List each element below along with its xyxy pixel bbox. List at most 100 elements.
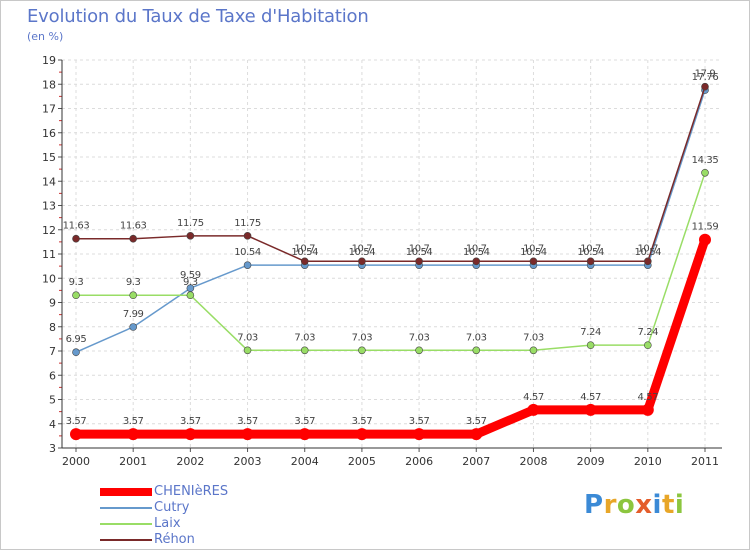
data-point — [584, 403, 597, 416]
data-point — [358, 346, 366, 355]
y-tick-label: 19 — [42, 54, 56, 67]
data-label: 10.7 — [580, 243, 601, 254]
series-line-rhon — [75, 85, 706, 263]
data-point — [243, 261, 252, 269]
y-tick-label: 6 — [49, 369, 56, 382]
data-label: 10.7 — [637, 243, 658, 254]
data-point — [186, 232, 195, 240]
series-line-laix — [75, 172, 706, 352]
data-point — [243, 346, 252, 355]
data-label: 10.54 — [291, 247, 318, 258]
data-point — [127, 428, 140, 441]
data-label: 10.54 — [463, 247, 490, 258]
data-point — [184, 428, 197, 441]
data-label: 4.57 — [580, 392, 601, 403]
data-point — [644, 257, 652, 266]
data-point — [413, 428, 426, 441]
legend-item-chenieres: CHENIèRES — [100, 484, 320, 500]
legend-label-laix: Laix — [154, 516, 181, 531]
data-label: 9.3 — [183, 277, 198, 288]
x-tick-label: 2002 — [176, 455, 204, 468]
data-label: 10.7 — [523, 243, 544, 254]
series-line-chenires — [71, 235, 710, 439]
data-label: 7.03 — [409, 332, 430, 343]
data-label: 3.57 — [180, 416, 201, 427]
data-point — [72, 234, 80, 243]
logo-letter: i — [652, 490, 662, 520]
data-point — [298, 428, 311, 441]
data-point — [701, 168, 709, 177]
x-tick-label: 2010 — [634, 455, 662, 468]
data-point — [129, 323, 137, 331]
logo-letter: r — [603, 490, 617, 520]
y-tick-label: 18 — [42, 78, 56, 91]
data-point — [72, 348, 80, 357]
legend-label-cutry: Cutry — [154, 500, 190, 515]
data-label: 10.7 — [352, 243, 373, 254]
y-tick-label: 3 — [49, 442, 56, 455]
legend-item-cutry: Cutry — [100, 500, 320, 516]
data-label: 11.75 — [177, 218, 204, 229]
y-tick-label: 9 — [49, 297, 56, 310]
data-label: 10.54 — [577, 247, 604, 258]
data-point — [641, 403, 654, 416]
legend-swatch-cutry — [100, 507, 152, 509]
legend-swatch-laix — [100, 523, 152, 525]
data-label: 10.7 — [294, 243, 315, 254]
data-point — [470, 428, 483, 441]
data-label: 7.03 — [466, 332, 487, 343]
y-tick-label: 8 — [49, 321, 56, 334]
data-point — [644, 341, 652, 349]
data-label: 10.54 — [349, 247, 376, 258]
legend-swatch-rehon — [100, 539, 152, 541]
data-label: 7.03 — [523, 332, 544, 343]
x-tick-label: 2004 — [291, 455, 319, 468]
data-label: 7.03 — [294, 332, 315, 343]
data-label: 7.03 — [352, 332, 373, 343]
data-label: 9.59 — [180, 270, 201, 281]
data-label: 10.54 — [234, 247, 261, 258]
data-point — [72, 291, 80, 300]
data-label: 14.35 — [692, 155, 719, 166]
data-label: 4.57 — [637, 392, 658, 403]
data-label: 7.24 — [637, 327, 658, 338]
data-point — [129, 291, 137, 300]
data-point — [129, 234, 137, 243]
logo-letter: o — [616, 490, 636, 520]
chart-title: Evolution du Taux de Taxe d'Habitation — [27, 6, 369, 27]
y-tick-label: 16 — [42, 127, 56, 140]
data-label: 6.95 — [66, 334, 87, 345]
y-tick-label: 17 — [42, 103, 56, 116]
y-tick-label: 5 — [49, 394, 56, 407]
x-tick-label: 2000 — [62, 455, 90, 468]
data-label: 7.99 — [123, 309, 144, 320]
data-point — [415, 257, 423, 266]
legend-label-chenieres: CHENIèRES — [154, 484, 229, 499]
data-point — [300, 257, 309, 266]
data-label: 10.54 — [406, 247, 433, 258]
logo-letter: P — [584, 490, 604, 520]
data-label: 9.3 — [126, 277, 141, 288]
y-tick-label: 4 — [49, 418, 56, 431]
x-tick-label: 2005 — [348, 455, 376, 468]
data-label: 10.54 — [634, 247, 661, 258]
logo-letter: t — [661, 490, 675, 520]
data-point — [472, 346, 481, 355]
data-point — [300, 346, 309, 355]
legend-swatch-chenieres — [100, 488, 152, 496]
data-point — [586, 341, 595, 349]
data-point — [529, 346, 538, 355]
y-tick-label: 14 — [42, 175, 56, 188]
logo-letter: x — [635, 490, 653, 520]
data-label: 4.57 — [523, 392, 544, 403]
data-label: 11.75 — [234, 218, 261, 229]
legend-item-rehon: Réhon — [100, 532, 320, 548]
data-point — [355, 428, 368, 441]
data-label: 3.57 — [352, 416, 373, 427]
data-label: 3.57 — [237, 416, 258, 427]
x-tick-label: 2009 — [577, 455, 605, 468]
data-point — [586, 257, 595, 266]
y-tick-label: 12 — [42, 224, 56, 237]
chart-subtitle: (en %) — [27, 30, 64, 43]
